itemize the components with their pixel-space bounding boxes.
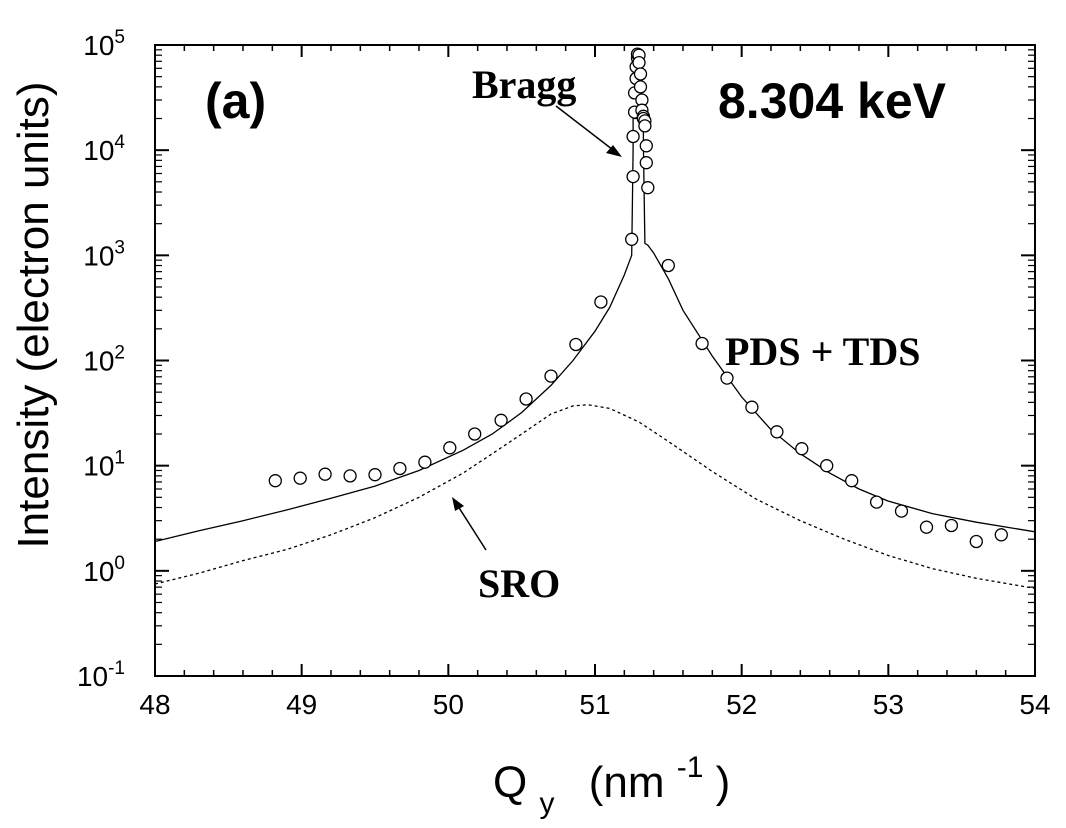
data-point xyxy=(569,337,583,352)
x-tick-label: 48 xyxy=(139,689,170,720)
data-point xyxy=(625,232,639,246)
data-point xyxy=(820,459,834,473)
y-tick-label: 105 xyxy=(83,27,125,61)
data-point xyxy=(544,369,558,383)
data-point xyxy=(944,518,959,533)
x-axis-title-sub: y xyxy=(539,787,554,820)
y-tick-label: 104 xyxy=(83,132,125,166)
bragg-arrow-line xyxy=(555,105,618,154)
data-point xyxy=(919,520,934,534)
panel-label: (a) xyxy=(205,73,266,129)
data-point xyxy=(894,504,909,518)
data-point xyxy=(745,400,759,414)
data-point xyxy=(770,425,784,439)
data-point xyxy=(661,258,675,273)
x-axis-title-unit-close: ) xyxy=(716,758,731,807)
energy-label: 8.304 keV xyxy=(718,73,947,129)
data-point xyxy=(293,471,307,485)
sro-arrow-head xyxy=(452,497,464,511)
data-point xyxy=(641,181,655,195)
data-point xyxy=(633,67,648,81)
x-axis: 48 49 50 51 52 53 54 xyxy=(139,45,1051,720)
measured-points xyxy=(268,47,1008,549)
x-axis-title-unit-open: (nm xyxy=(589,758,665,807)
pds-tds-label: PDS + TDS xyxy=(725,329,920,374)
x-tick-label: 52 xyxy=(726,689,757,720)
sro-label: SRO xyxy=(478,561,560,606)
data-point xyxy=(994,528,1008,542)
data-point xyxy=(638,119,652,133)
x-tick-label: 51 xyxy=(579,689,610,720)
bragg-label: Bragg xyxy=(472,62,576,107)
data-point xyxy=(795,442,809,456)
data-point xyxy=(720,371,734,385)
data-point xyxy=(845,474,859,488)
data-point xyxy=(594,295,608,309)
x-axis-title: Q y (nm -1 ) xyxy=(493,738,730,823)
data-point xyxy=(869,495,884,509)
y-tick-label: 10-1 xyxy=(77,658,125,692)
data-point xyxy=(494,413,508,427)
data-point xyxy=(633,80,648,94)
y-axis: 10-1 100 101 102 103 104 105 xyxy=(77,27,1035,692)
y-axis-title: Intensity (electron units) xyxy=(9,81,58,548)
y-tick-label: 101 xyxy=(83,448,125,482)
sro-arrow-line xyxy=(455,502,487,551)
x-axis-title-unit-exp: -1 xyxy=(677,751,704,784)
data-point xyxy=(639,156,653,170)
data-point xyxy=(443,441,457,455)
bragg-arrow-head xyxy=(606,145,622,157)
data-point xyxy=(969,534,983,549)
data-point xyxy=(626,169,640,184)
data-point xyxy=(418,455,432,469)
y-tick-label: 100 xyxy=(83,553,125,587)
data-point xyxy=(632,55,646,70)
axis-titles: Intensity (electron units) Q y (nm -1 ) xyxy=(9,81,730,823)
x-tick-label: 50 xyxy=(433,689,464,720)
annotations: (a) 8.304 keV Bragg PDS + TDS SRO xyxy=(205,62,947,606)
x-tick-label: 54 xyxy=(1019,689,1050,720)
x-tick-label: 49 xyxy=(286,689,317,720)
data-point xyxy=(343,469,357,483)
data-point xyxy=(519,392,533,406)
x-axis-title-main: Q xyxy=(493,758,527,807)
y-tick-label: 103 xyxy=(83,237,125,271)
data-point xyxy=(368,468,382,482)
data-point xyxy=(318,467,332,481)
data-point xyxy=(639,139,653,153)
data-point xyxy=(268,474,282,488)
data-point xyxy=(626,129,640,144)
data-point xyxy=(393,461,407,476)
y-tick-label: 102 xyxy=(83,343,125,377)
data-point xyxy=(468,427,482,441)
sro-curve xyxy=(154,404,1036,590)
data-point xyxy=(695,336,709,351)
x-tick-label: 53 xyxy=(873,689,904,720)
